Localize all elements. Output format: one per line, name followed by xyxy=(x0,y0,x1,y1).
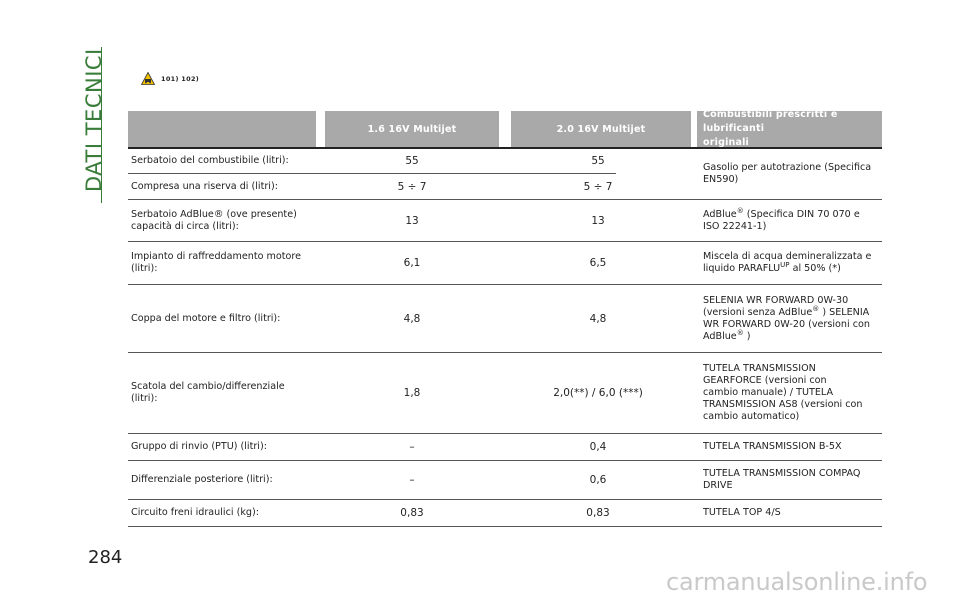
row-value-16: 4,8 xyxy=(403,312,421,325)
row-label-line2: (litri): xyxy=(131,393,158,404)
row-value-20: 0,83 xyxy=(586,507,610,519)
fluid-gear-line2: GEARFORCE (versioni con xyxy=(703,375,827,386)
fluid-coolant: Miscela di acqua demineralizzata e liqui… xyxy=(703,242,883,284)
row-divider xyxy=(128,173,616,174)
page-number: 284 xyxy=(88,547,123,568)
fluid-gear-line1: TUTELA TRANSMISSION xyxy=(703,363,816,374)
fluid-engine-oil: SELENIA WR FORWARD 0W-30 (versioni senza… xyxy=(703,285,883,352)
fluid-coolant-line2: liquido PARAFLUUP al 50% (*) xyxy=(703,260,841,274)
fluid-diesel-line2: EN590) xyxy=(703,174,739,185)
fluid-adblue-line1: AdBlue® (Specifica DIN 70 070 e xyxy=(703,206,860,220)
row-value-16: – xyxy=(409,441,415,453)
row-value-16: – xyxy=(409,474,415,486)
header-rule xyxy=(128,147,882,149)
fluid-diesel: Gasolio per autotrazione (Specifica EN59… xyxy=(703,149,883,199)
row-value-20: 0,6 xyxy=(589,474,607,486)
fluid-rear-line1: TUTELA TRANSMISSION COMPAQ xyxy=(703,468,861,479)
warning-triangle-icon xyxy=(141,72,155,85)
header-fluids-line1: Combustibili prescritti e lubrificanti xyxy=(703,109,838,134)
row-divider xyxy=(128,352,882,353)
row-value-20: 0,4 xyxy=(589,441,607,453)
row-value-20: 2,0(**) / 6,0 (***) xyxy=(553,387,643,399)
row-label-line1: Impianto di raffreddamento motore xyxy=(131,251,301,262)
watermark: carmanualsonline.info xyxy=(666,568,928,596)
header-col-item xyxy=(128,111,316,147)
fluid-diesel-line1: Gasolio per autotrazione (Specifica xyxy=(703,162,872,173)
fluid-adblue-line2: ISO 22241-1) xyxy=(703,220,767,232)
row-value-20: 6,5 xyxy=(589,257,607,269)
header-col-20: 2.0 16V Multijet xyxy=(511,111,691,147)
side-title-rule xyxy=(101,47,102,203)
row-value-16: 55 xyxy=(405,155,419,167)
row-divider xyxy=(128,499,882,500)
row-value-16: 1,8 xyxy=(403,387,421,399)
fluid-rear-line2: DRIVE xyxy=(703,480,733,491)
fluid-gear-oil: TUTELA TRANSMISSION GEARFORCE (versioni … xyxy=(703,353,883,433)
fluid-coolant-line1: Miscela di acqua demineralizzata e xyxy=(703,251,872,262)
row-label: Scatola del cambio/differenziale (litri)… xyxy=(131,353,321,433)
row-value-16: 13 xyxy=(405,214,419,227)
row-label: Compresa una riserva di (litri): xyxy=(131,180,278,192)
row-divider xyxy=(128,241,882,242)
row-label: Impianto di raffreddamento motore (litri… xyxy=(131,242,321,284)
fluid-oil-line4: AdBlue® ) xyxy=(703,328,751,342)
section-title: DATI TECNICI xyxy=(82,48,106,192)
row-value-20: 4,8 xyxy=(589,312,607,325)
header-col-fluids: Combustibili prescritti e lubrificanti o… xyxy=(697,109,882,148)
fluid-oil-line3: WR FORWARD 0W-20 (versioni con xyxy=(703,318,870,330)
fluid-rear-diff: TUTELA TRANSMISSION COMPAQ DRIVE xyxy=(703,461,883,499)
warning-reference: 101) 102) xyxy=(141,72,199,85)
row-value-20: 55 xyxy=(591,155,605,167)
row-value-16: 6,1 xyxy=(403,257,421,269)
row-label: Gruppo di rinvio (PTU) (litri): xyxy=(131,441,267,452)
row-divider xyxy=(128,199,882,200)
fluid-ptu: TUTELA TRANSMISSION B-5X xyxy=(703,441,842,452)
row-label: Circuito freni idraulici (kg): xyxy=(131,507,259,518)
row-label: Serbatoio del combustibile (litri): xyxy=(131,155,289,166)
row-value-16: 0,83 xyxy=(400,507,424,519)
row-label-line1: Serbatoio AdBlue® (ove presente) xyxy=(131,208,297,220)
row-divider xyxy=(128,284,882,285)
fluid-gear-line3: cambio manuale) / TUTELA xyxy=(703,387,834,398)
warning-refs: 101) 102) xyxy=(161,74,200,83)
fluid-brake: TUTELA TOP 4/S xyxy=(703,507,781,518)
row-label: Serbatoio AdBlue® (ove presente) capacit… xyxy=(131,200,321,241)
row-label: Coppa del motore e filtro (litri): xyxy=(131,312,281,324)
row-label-line2: (litri): xyxy=(131,263,158,274)
row-divider xyxy=(128,433,882,434)
row-value-16: 5 ÷ 7 xyxy=(397,180,427,193)
fluid-oil-line2: (versioni senza AdBlue® ) SELENIA xyxy=(703,304,870,318)
fluid-gear-line4: TRANSMISSION AS8 (versioni con xyxy=(703,399,863,410)
row-label-line2: capacità di circa (litri): xyxy=(131,220,239,232)
row-value-20: 5 ÷ 7 xyxy=(583,180,613,193)
fluid-oil-line1: SELENIA WR FORWARD 0W-30 xyxy=(703,294,849,306)
header-col-16: 1.6 16V Multijet xyxy=(325,111,499,147)
header-fluids-line2: originali xyxy=(703,137,750,148)
row-label-line1: Scatola del cambio/differenziale xyxy=(131,381,285,392)
fluid-gear-line5: cambio automatico) xyxy=(703,411,800,422)
row-label: Differenziale posteriore (litri): xyxy=(131,474,273,485)
row-value-20: 13 xyxy=(591,214,605,227)
row-divider xyxy=(128,526,882,527)
row-divider xyxy=(128,460,882,461)
fluid-adblue: AdBlue® (Specifica DIN 70 070 e ISO 2224… xyxy=(703,200,883,241)
